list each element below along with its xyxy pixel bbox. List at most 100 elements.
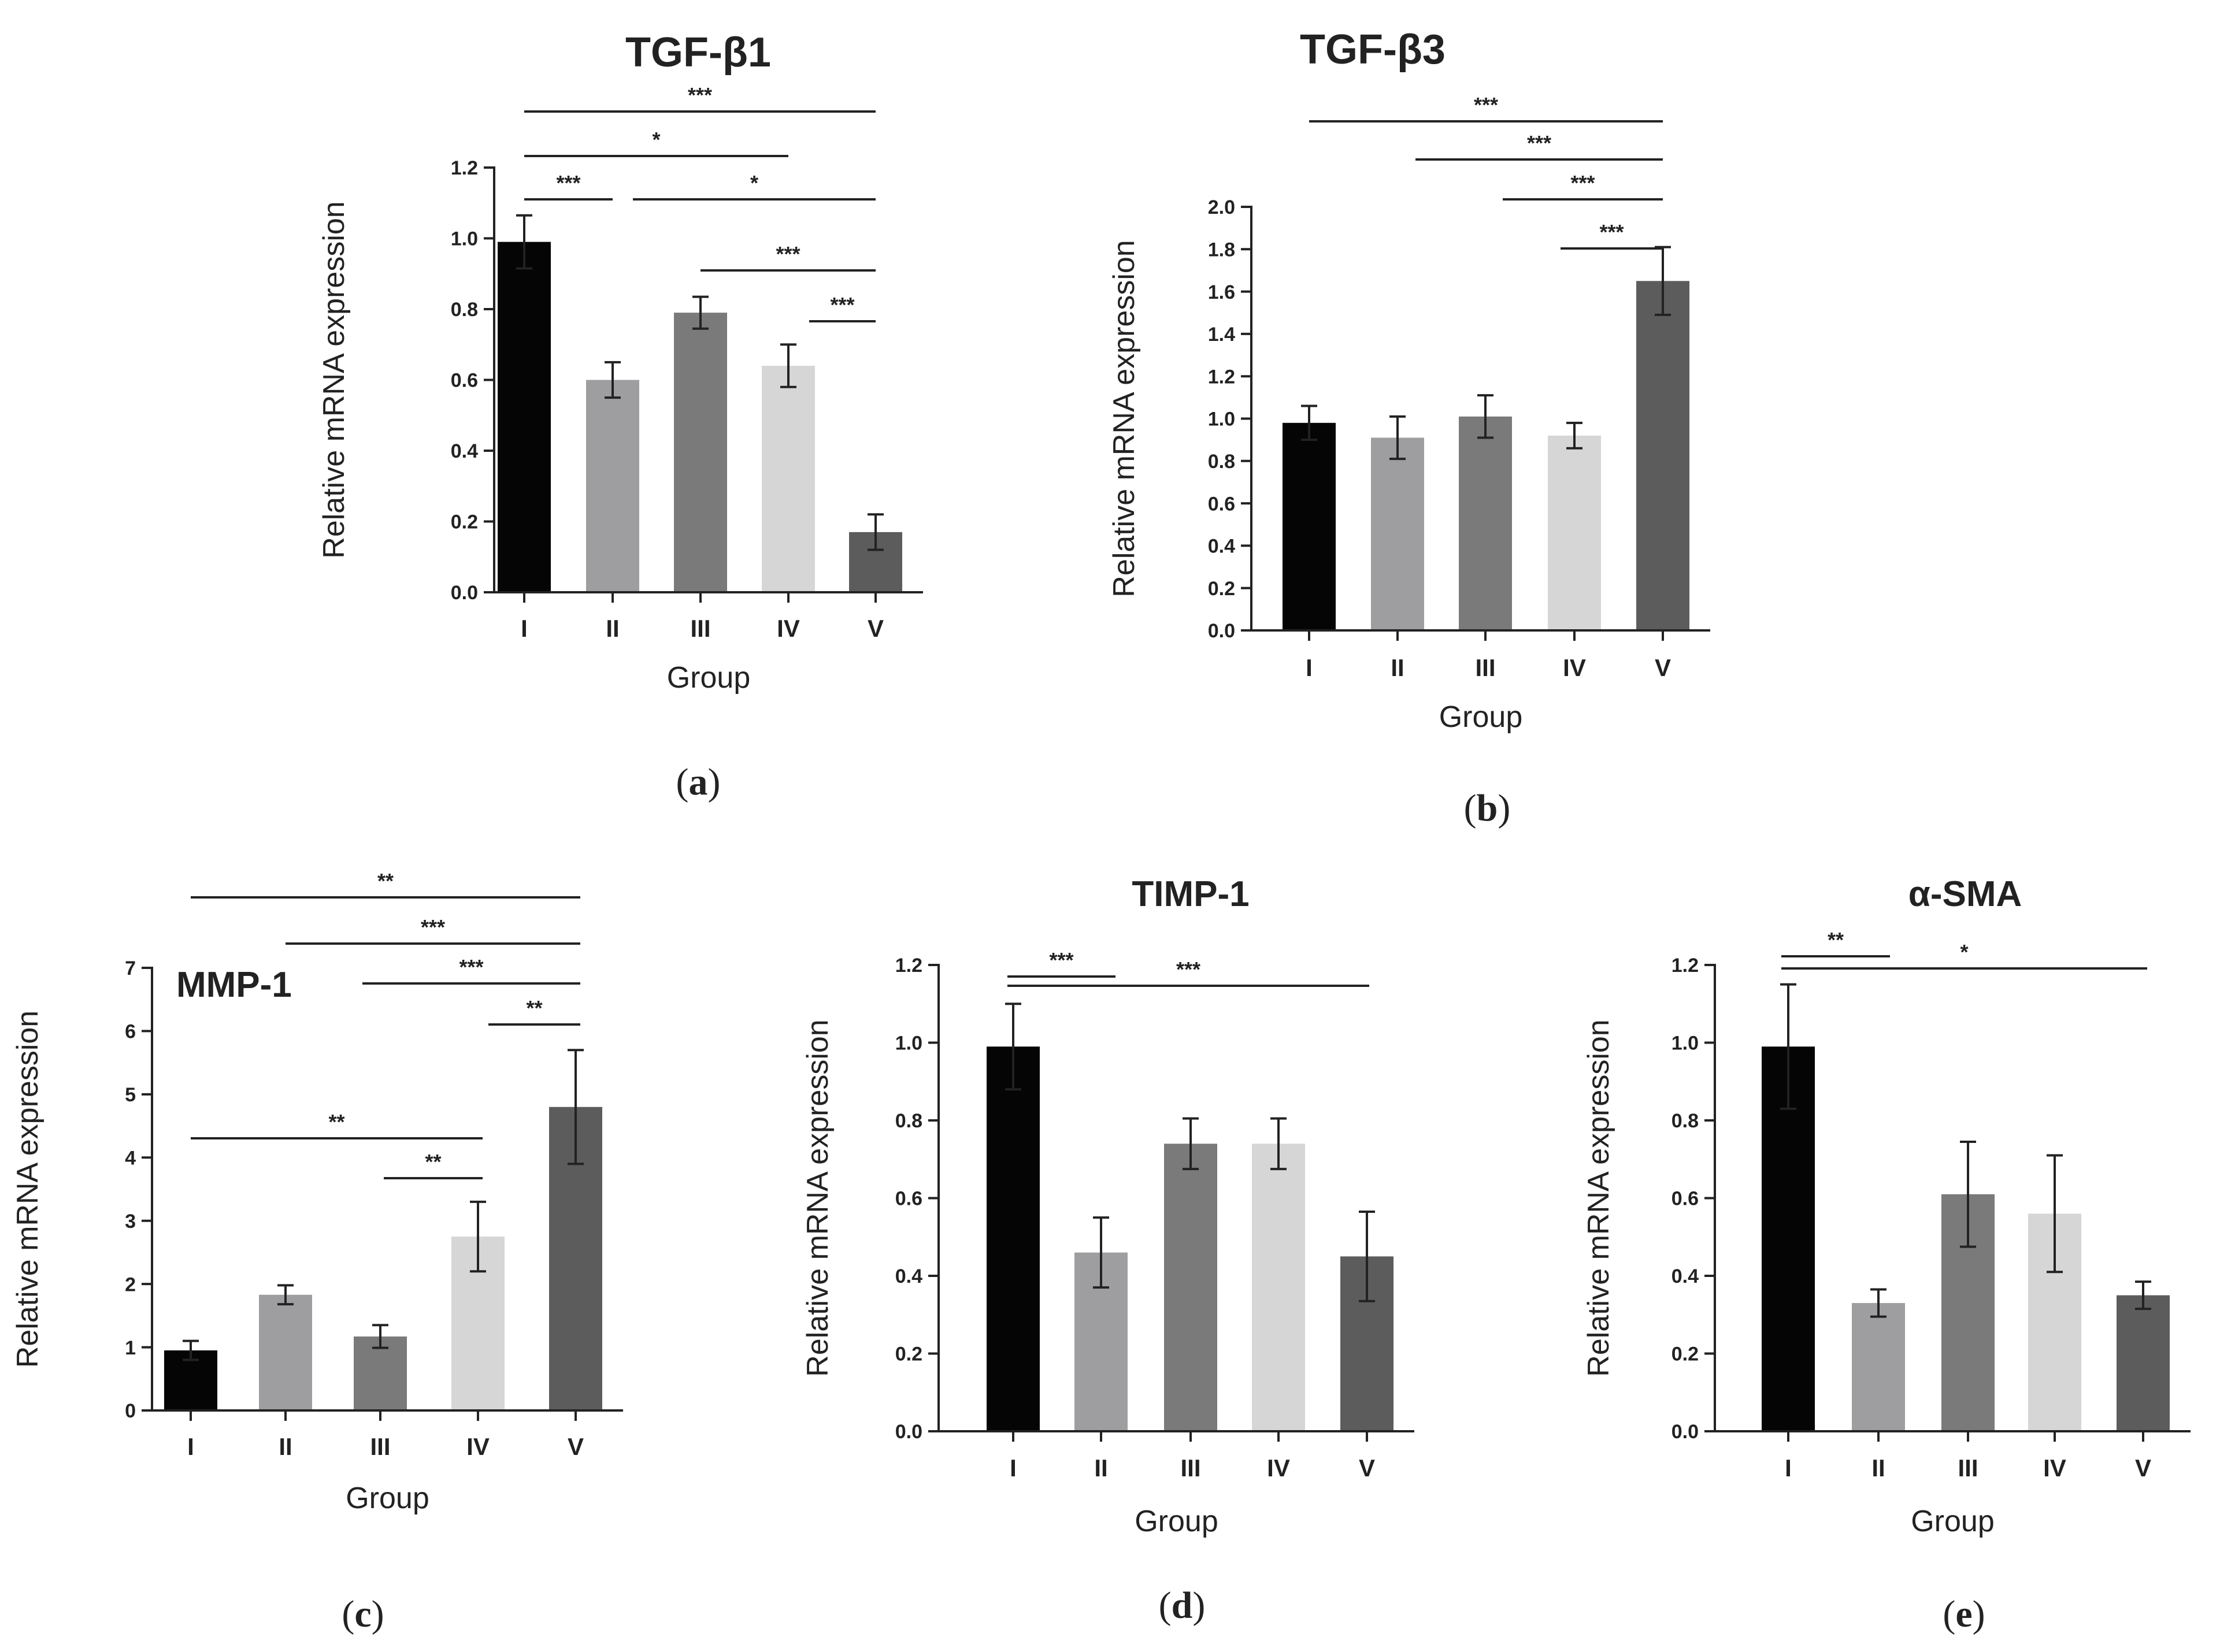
panel-label-close: ) (708, 761, 721, 803)
panel-label-close: ) (1192, 1584, 1205, 1627)
y-tick-label: 0.2 (1672, 1343, 1699, 1365)
x-axis-title: Group (1439, 700, 1523, 734)
y-tick-label: 1.8 (1208, 239, 1235, 261)
bar-V (2117, 1295, 2170, 1431)
bar-IV (1252, 1144, 1305, 1431)
error-bar-V (1655, 246, 1671, 316)
bar-III (1459, 416, 1512, 630)
significance-bracket: *** (1007, 948, 1115, 978)
error-bar-I (1301, 404, 1317, 441)
panel-label-open: ( (342, 1593, 354, 1635)
panel-label-e: (e) (1943, 1593, 1985, 1635)
error-bar-IV (1270, 1117, 1287, 1171)
panel-label-close: ) (372, 1593, 384, 1635)
error-bar-III (1477, 394, 1493, 439)
error-bar-III (692, 295, 709, 330)
x-tick-label-I: I (521, 615, 528, 642)
x-tick-label-IV: IV (1563, 654, 1586, 681)
significance-bracket: ** (1781, 928, 1890, 957)
error-bar-III (372, 1324, 388, 1349)
y-tick-label: 1.2 (1208, 366, 1235, 388)
x-tick-label-III: III (690, 615, 710, 642)
significance-bracket: ** (191, 869, 580, 899)
error-bar-I (183, 1339, 199, 1361)
error-bar-V (2135, 1280, 2151, 1311)
bar-III (1164, 1144, 1217, 1431)
x-tick-label-III: III (1958, 1454, 1978, 1482)
error-bar-II (277, 1284, 294, 1306)
panel-label-close: ) (1498, 787, 1510, 829)
significance-label: * (1960, 940, 1968, 964)
significance-bracket: *** (809, 293, 876, 322)
x-tick-label-IV: IV (777, 615, 800, 642)
significance-bracket: ** (384, 1150, 483, 1179)
y-tick-label: 1.0 (451, 228, 478, 250)
significance-bracket: *** (701, 242, 876, 272)
x-tick-label-I: I (1010, 1454, 1017, 1482)
significance-bracket: *** (362, 955, 580, 985)
y-tick-label: 3 (125, 1211, 136, 1232)
bar-IV (1548, 435, 1601, 630)
x-tick-label-V: V (1359, 1454, 1375, 1482)
x-tick-label-II: II (1391, 654, 1404, 681)
y-tick-label: 0.2 (895, 1343, 922, 1365)
significance-label: ** (377, 869, 394, 893)
panel-label-close: ) (1973, 1593, 1985, 1635)
x-axis-title: Group (346, 1482, 429, 1515)
panel-label-open: ( (1943, 1593, 1955, 1635)
significance-label: ** (328, 1110, 344, 1134)
significance-label: *** (688, 83, 712, 107)
significance-label: *** (776, 242, 800, 266)
significance-bracket: * (633, 171, 876, 201)
error-bar-II (1870, 1288, 1887, 1318)
significance-label: *** (1599, 220, 1624, 244)
panel-label-b: (b) (1464, 787, 1511, 829)
y-tick-label: 6 (125, 1021, 136, 1043)
significance-bracket: *** (524, 171, 613, 201)
panel-label-open: ( (676, 761, 689, 803)
significance-label: ** (1828, 928, 1844, 952)
error-bar-IV (780, 343, 796, 388)
chart-title: MMP-1 (176, 965, 292, 1005)
bar-IV (762, 366, 815, 592)
y-tick-label: 1.4 (1208, 324, 1235, 346)
significance-bracket: *** (286, 915, 580, 945)
y-tick-label: 7 (125, 957, 136, 979)
significance-label: *** (1474, 93, 1498, 117)
significance-label: *** (1049, 948, 1073, 972)
x-tick-label-I: I (1306, 654, 1313, 681)
y-tick-label: 1.6 (1208, 281, 1235, 303)
x-tick-label-I: I (1785, 1454, 1792, 1482)
x-tick-label-I: I (187, 1433, 194, 1460)
y-tick-label: 1.2 (1672, 955, 1699, 977)
y-tick-label: 0.6 (1208, 493, 1235, 515)
significance-bracket: * (524, 128, 788, 157)
error-bar-V (568, 1049, 584, 1165)
y-tick-label: 0.0 (1208, 620, 1235, 642)
bar-I (498, 242, 551, 592)
chart-title: TGF-β3 (1300, 27, 1446, 73)
significance-label: *** (459, 955, 483, 979)
panel-label-d: (d) (1159, 1584, 1206, 1627)
y-tick-label: 2 (125, 1274, 136, 1295)
x-tick-label-IV: IV (2043, 1454, 2066, 1482)
bar-II (259, 1294, 312, 1410)
panel-label-open: ( (1159, 1584, 1172, 1627)
y-tick-label: 0.8 (1208, 451, 1235, 473)
y-axis-title: Relative mRNA expression (801, 1019, 835, 1376)
bar-II (586, 380, 639, 592)
significance-bracket: ** (488, 996, 580, 1026)
x-tick-label-III: III (1180, 1454, 1200, 1482)
y-tick-label: 0.6 (451, 370, 478, 392)
bar-V (1636, 281, 1689, 630)
y-axis-title: Relative mRNA expression (317, 201, 351, 558)
y-tick-label: 0.2 (451, 511, 478, 533)
panel-label-letter: b (1477, 787, 1498, 829)
error-bar-I (1005, 1003, 1021, 1091)
chart-title: α-SMA (1908, 874, 2022, 914)
y-tick-label: 0.4 (1672, 1265, 1699, 1287)
x-tick-label-II: II (279, 1433, 292, 1460)
error-bar-I (516, 214, 532, 270)
bar-II (1852, 1303, 1905, 1431)
y-axis-title: Relative mRNA expression (11, 1011, 45, 1368)
